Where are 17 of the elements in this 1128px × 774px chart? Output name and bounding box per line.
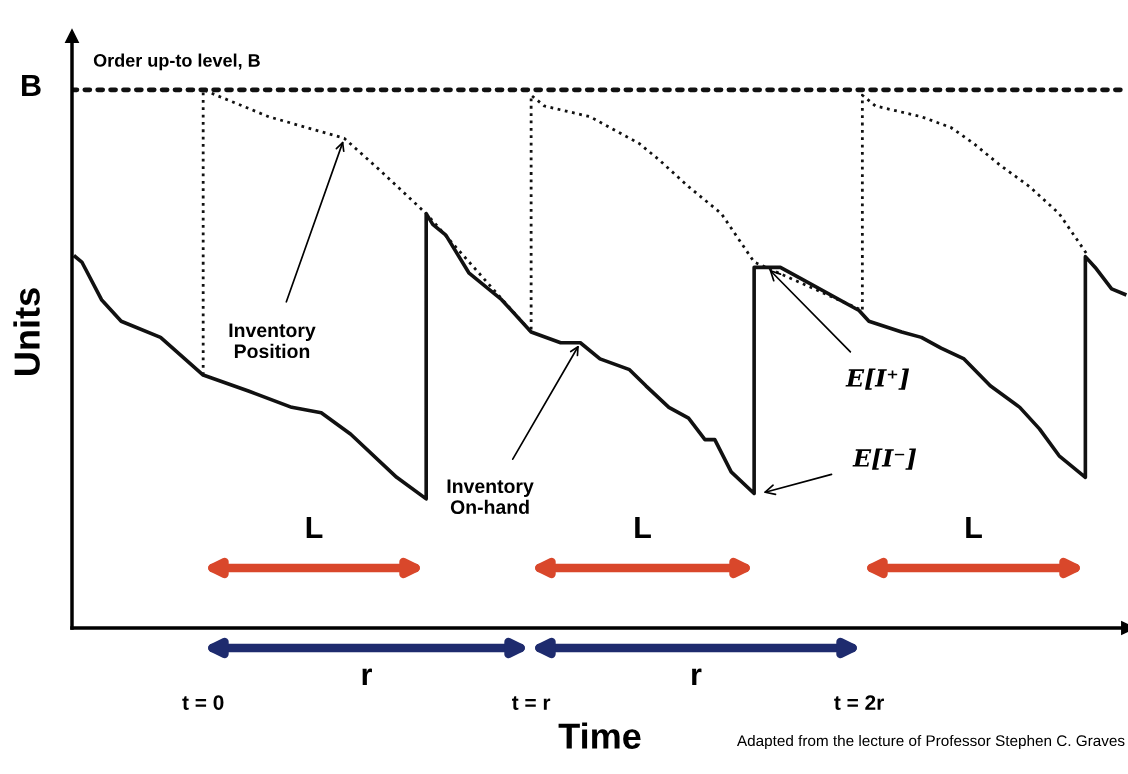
annotation: L (306, 516, 323, 538)
series-label: Inventory On-hand (447, 479, 534, 515)
y-axis-title: Units (13, 288, 40, 375)
series-label: Inventory Position (229, 323, 316, 359)
annotation: E[I⁻] (852, 448, 917, 470)
text: r (692, 668, 702, 685)
annotation: E[I⁺] (845, 368, 910, 390)
annotation: L (635, 516, 651, 538)
text: B (22, 74, 41, 96)
ref-line-label: Order up-to level, B (93, 53, 260, 71)
x-tick-label: t = 2r (834, 695, 884, 710)
x-tick-label: t = 0 (182, 695, 224, 710)
x-axis-title: Time (558, 722, 641, 749)
x-tick-label: t = r (511, 696, 551, 710)
text: Adapted from the lecture of Professor Stephen C. Graves (736, 734, 1125, 750)
text: r (362, 668, 372, 685)
annotation: L (966, 516, 982, 538)
